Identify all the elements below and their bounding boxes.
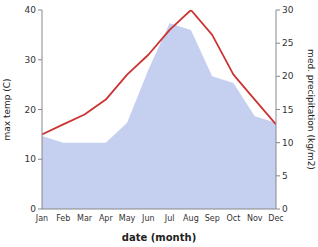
y2-tick-label: 10 <box>282 138 294 148</box>
x-tick-label: Nov <box>247 214 263 223</box>
y2-tick-label: 20 <box>282 71 294 81</box>
y-tick-label: 20 <box>25 105 37 115</box>
chart-container: 0 10 20 30 40 0 5 10 15 20 25 30 Jan Feb Mar Apr May Jun J… <box>0 0 318 247</box>
y-tick <box>38 59 42 60</box>
x-tick-label: Oct <box>227 214 241 223</box>
y2-tick <box>276 76 280 77</box>
x-tick-label: Apr <box>99 214 114 223</box>
x-tick-label: Aug <box>183 214 199 223</box>
x-tick-label: Sep <box>205 214 220 223</box>
y2-tick <box>276 209 280 210</box>
x-tick-label: Dec <box>268 214 283 223</box>
x-tick-label: Mar <box>77 214 93 223</box>
y2-tick <box>276 109 280 110</box>
y2-tick <box>276 142 280 143</box>
x-tick-label: Jan <box>35 214 48 223</box>
y-tick-label: 0 <box>30 204 36 214</box>
y2-tick <box>276 43 280 44</box>
y2-tick-label: 15 <box>282 105 293 115</box>
y-tick <box>38 109 42 110</box>
x-tick-label: May <box>119 214 136 223</box>
x-tick-label: Jul <box>164 214 175 223</box>
x-axis-line <box>42 209 276 210</box>
y2-tick <box>276 175 280 176</box>
y2-tick <box>276 10 280 11</box>
chart: 0 10 20 30 40 0 5 10 15 20 25 30 Jan Feb Mar Apr May Jun J… <box>0 0 318 247</box>
y2-axis-label: med. precipitation (kg/m2) <box>306 49 316 170</box>
line <box>42 10 276 134</box>
area <box>42 23 276 209</box>
y2-tick-label: 0 <box>282 204 288 214</box>
y-tick-label: 30 <box>25 55 37 65</box>
y-tick <box>38 10 42 11</box>
y-tick-label: 40 <box>25 5 37 15</box>
x-tick-label: Feb <box>56 214 70 223</box>
y2-tick-label: 5 <box>282 171 288 181</box>
y2-tick-label: 30 <box>282 5 294 15</box>
y2-tick-label: 25 <box>282 38 293 48</box>
y-tick <box>38 209 42 210</box>
y-tick <box>38 159 42 160</box>
plot-area <box>42 10 276 209</box>
y-tick-label: 10 <box>25 154 37 164</box>
x-tick-label: Jun <box>141 214 155 223</box>
y-axis-label: max temp (C) <box>2 78 12 140</box>
x-axis-label: date (month) <box>122 232 196 243</box>
